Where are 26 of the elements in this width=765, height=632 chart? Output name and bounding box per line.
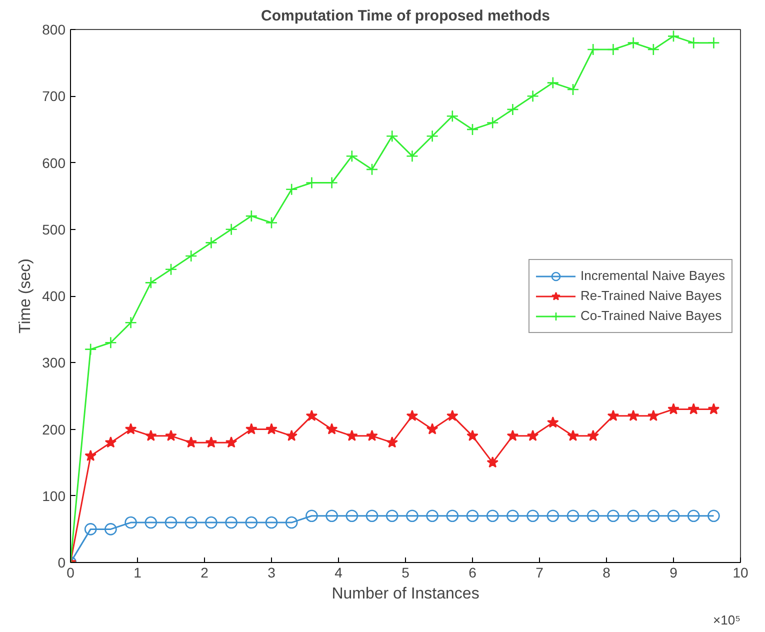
y-tick-label: 600 bbox=[42, 154, 66, 171]
x-tick-label: 7 bbox=[536, 564, 544, 580]
x-tick-label: 5 bbox=[402, 564, 410, 580]
y-tick-label: 100 bbox=[42, 488, 66, 504]
y-tick-label: 400 bbox=[42, 288, 66, 304]
chart-title: Computation Time of proposed methods bbox=[261, 8, 550, 24]
y-tick-label: 500 bbox=[42, 221, 66, 238]
legend-label: Co-Trained Naive Bayes bbox=[580, 308, 722, 323]
y-tick-label: 0 bbox=[58, 554, 66, 570]
y-tick-label: 700 bbox=[42, 88, 66, 104]
y-axis-title: Time (sec) bbox=[17, 258, 34, 334]
x-tick-label: 3 bbox=[268, 564, 276, 580]
x-tick-label: 1 bbox=[134, 564, 142, 580]
y-tick-label: 300 bbox=[42, 354, 66, 371]
legend-label: Re-Trained Naive Bayes bbox=[580, 288, 722, 303]
x-axis-title: Number of Instances bbox=[332, 586, 480, 602]
x-tick-label: 2 bbox=[200, 564, 209, 580]
x-tick-label: 4 bbox=[334, 564, 343, 580]
x-tick-label: 8 bbox=[602, 564, 611, 580]
y-tick-label: 200 bbox=[42, 421, 66, 438]
x-tick-label: 10 bbox=[732, 564, 748, 580]
text: ×10⁵ bbox=[713, 612, 741, 628]
x-tick-label: 9 bbox=[670, 564, 678, 580]
x-tick-label: 6 bbox=[468, 564, 477, 580]
legend-label: Incremental Naive Bayes bbox=[580, 268, 725, 283]
y-tick-label: 800 bbox=[42, 22, 66, 38]
